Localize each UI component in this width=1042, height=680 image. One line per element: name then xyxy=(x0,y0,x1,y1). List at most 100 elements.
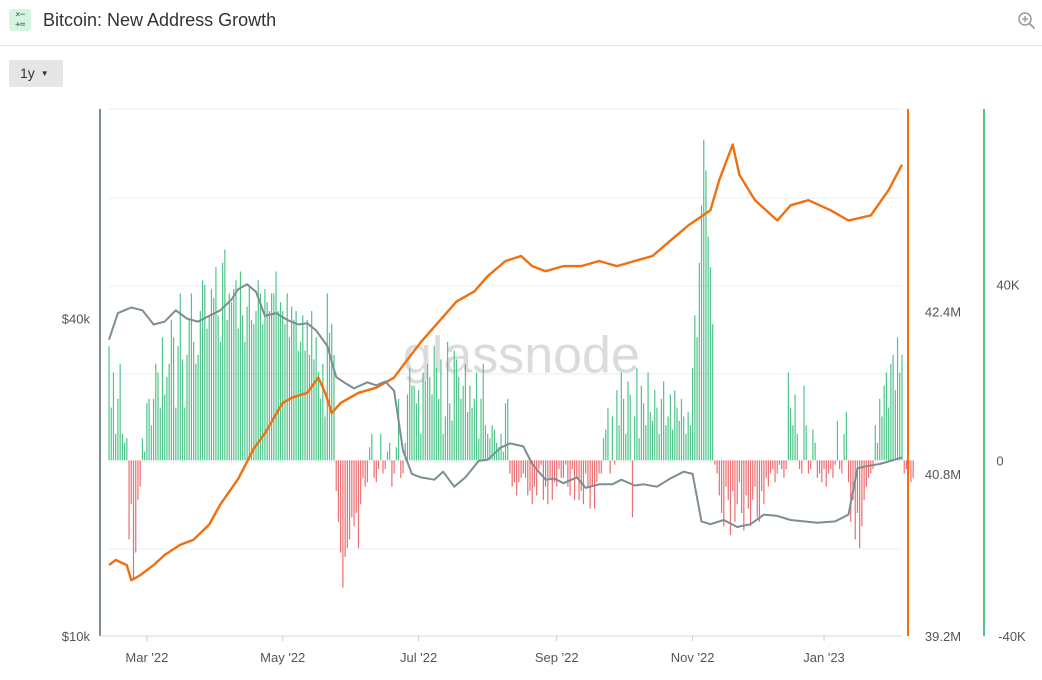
address-change-bar xyxy=(841,460,843,474)
address-change-bar xyxy=(302,315,304,461)
address-change-bar xyxy=(353,460,355,527)
address-change-bar xyxy=(745,460,747,496)
address-change-bar xyxy=(511,460,513,487)
address-change-bar xyxy=(478,438,480,461)
address-change-bar xyxy=(718,460,720,496)
address-change-bar xyxy=(792,425,794,461)
address-change-bar xyxy=(585,460,587,474)
address-change-bar xyxy=(322,363,324,461)
address-change-bar xyxy=(576,460,578,478)
address-change-bar xyxy=(516,460,518,496)
address-change-bar xyxy=(239,271,242,461)
price-tick-label: $10k xyxy=(62,629,91,644)
total-addresses-line xyxy=(108,143,904,582)
address-change-bar xyxy=(402,460,404,474)
address-change-bar xyxy=(130,460,132,505)
address-change-bar xyxy=(854,460,856,540)
address-change-bar xyxy=(277,311,279,461)
address-change-bar xyxy=(299,341,302,461)
time-range-label: 1y xyxy=(20,65,35,81)
address-change-bar xyxy=(912,460,914,478)
address-change-bar xyxy=(640,385,642,461)
address-change-bar xyxy=(119,363,121,461)
address-change-bar xyxy=(244,341,246,461)
address-change-bar xyxy=(335,460,337,492)
address-change-bar xyxy=(832,460,834,478)
address-change-bar xyxy=(852,460,854,500)
address-change-bar xyxy=(847,460,850,483)
address-change-bar xyxy=(491,425,493,461)
address-change-bar xyxy=(462,385,464,461)
address-change-bar xyxy=(607,407,609,461)
address-change-bar xyxy=(193,341,195,461)
address-change-bar xyxy=(342,460,344,588)
address-change-bar xyxy=(741,460,743,514)
address-change-bar xyxy=(233,289,235,461)
address-change-bar xyxy=(282,311,284,461)
address-change-bar xyxy=(716,460,718,474)
address-change-bar xyxy=(810,460,812,470)
address-change-bar xyxy=(264,289,266,461)
address-change-bar xyxy=(734,460,736,522)
address-change-bar xyxy=(589,460,591,509)
address-change-bar xyxy=(643,403,645,461)
address-change-bar xyxy=(707,236,709,461)
address-change-bar xyxy=(504,403,507,461)
address-change-bar xyxy=(195,363,197,461)
address-change-bar xyxy=(540,460,542,465)
addresses-tick-label: 40.8M xyxy=(925,467,961,482)
address-change-bar xyxy=(126,438,128,461)
address-change-bar xyxy=(268,311,270,461)
address-change-bar xyxy=(709,267,712,461)
address-change-bar xyxy=(253,324,255,461)
address-change-bar xyxy=(781,460,783,470)
address-change-bar xyxy=(870,460,872,474)
address-change-bar xyxy=(901,354,903,461)
zoom-in-icon[interactable] xyxy=(1016,10,1038,32)
address-change-bar xyxy=(266,302,268,461)
address-change-bar xyxy=(331,324,333,461)
address-change-bar xyxy=(620,372,622,461)
address-change-bar xyxy=(442,433,444,461)
address-change-bar xyxy=(867,460,870,478)
address-change-bar xyxy=(538,460,540,470)
address-change-bar xyxy=(453,350,455,461)
address-change-bar xyxy=(386,451,389,461)
address-change-bar xyxy=(544,460,547,487)
address-change-bar xyxy=(645,425,647,461)
address-change-bar xyxy=(431,394,433,461)
address-change-bar xyxy=(426,363,429,461)
address-change-bar xyxy=(230,302,233,461)
address-change-bar xyxy=(351,460,353,518)
address-change-bar xyxy=(123,442,126,461)
address-change-bar xyxy=(692,368,694,461)
address-change-bar xyxy=(391,460,393,487)
address-change-bar xyxy=(600,460,602,474)
price-line xyxy=(108,283,903,528)
address-change-bar xyxy=(201,280,204,461)
address-change-bar xyxy=(527,460,529,496)
addresses-tick-label: 42.4M xyxy=(925,305,961,320)
address-change-bar xyxy=(141,438,144,461)
address-change-bar xyxy=(729,460,732,535)
address-change-bar xyxy=(250,319,253,461)
address-change-bar xyxy=(424,381,426,461)
address-change-bar xyxy=(117,398,119,461)
address-change-bar xyxy=(420,433,422,461)
address-change-bar xyxy=(627,381,629,461)
address-change-bar xyxy=(796,433,798,461)
address-change-bar xyxy=(905,460,908,470)
address-change-bar xyxy=(763,460,765,505)
address-change-bar xyxy=(161,337,164,461)
address-change-bar xyxy=(598,460,600,474)
address-change-bar xyxy=(139,460,141,487)
address-change-bar xyxy=(805,425,807,461)
address-change-bar xyxy=(520,460,522,478)
address-change-bar xyxy=(357,460,360,549)
address-change-bar xyxy=(658,433,660,461)
address-change-bar xyxy=(181,359,184,461)
address-change-bar xyxy=(455,359,458,461)
address-change-bar xyxy=(834,460,836,465)
time-range-dropdown[interactable]: 1y ▼ xyxy=(9,60,63,87)
address-change-bar xyxy=(636,368,638,461)
